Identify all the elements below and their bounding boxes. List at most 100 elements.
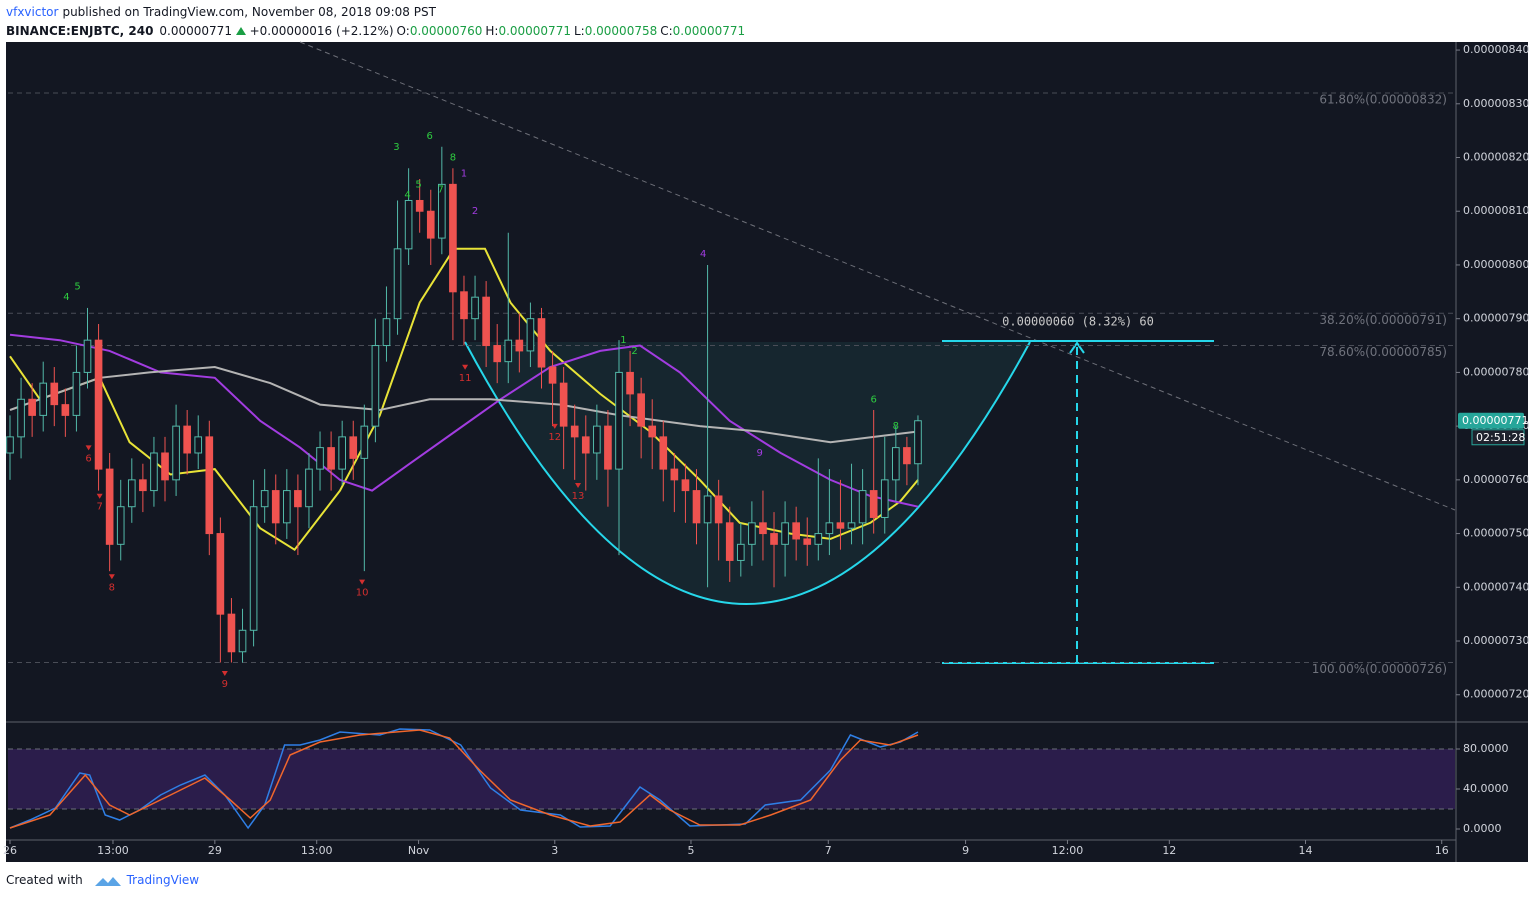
- candle-body: [371, 345, 380, 427]
- candle-body: [869, 490, 878, 518]
- header: vfxvictor published on TradingView.com, N…: [6, 3, 745, 41]
- footer: Created with TradingView: [6, 873, 199, 887]
- created-with: Created with: [6, 873, 83, 887]
- measure-arrowhead: [1069, 341, 1085, 354]
- candle-body: [183, 425, 191, 454]
- candle-body: [449, 183, 457, 293]
- x-tick-label: 29: [208, 844, 222, 857]
- candle-body: [404, 199, 413, 250]
- candle-body: [17, 398, 25, 438]
- candle-body: [194, 436, 203, 454]
- td-count: 11: [459, 373, 472, 384]
- y-tick-label: 0.00000830: [1463, 97, 1529, 110]
- fib-label: 100.00%(0.00000726): [1312, 662, 1447, 676]
- x-tick-label: 5: [687, 844, 694, 857]
- stoch-line: [9, 729, 919, 829]
- candle-body: [305, 468, 313, 508]
- candle-body: [792, 522, 800, 540]
- candle-body: [282, 490, 291, 524]
- candle-body: [659, 436, 668, 470]
- x-tick-label: 12: [1162, 844, 1176, 857]
- candle-body: [415, 199, 424, 212]
- candle-body: [803, 538, 812, 545]
- td-count: 8: [109, 582, 115, 593]
- up-arrow: [235, 27, 246, 35]
- td-count: 8: [450, 153, 456, 164]
- candle-body: [249, 506, 258, 631]
- moving-average: [9, 365, 919, 444]
- candle-body: [61, 404, 70, 416]
- x-tick-label: Nov: [408, 844, 430, 857]
- indicator-pane: [8, 748, 1455, 810]
- candle-body: [139, 479, 147, 492]
- candle-body: [825, 522, 834, 535]
- y-tick-label: 40.0000: [1463, 782, 1509, 795]
- candle-body: [271, 490, 280, 524]
- td-count: 2: [472, 206, 478, 217]
- candle-body: [914, 420, 922, 465]
- td-marker: [462, 364, 469, 370]
- logo: [94, 876, 121, 886]
- candle-body: [847, 522, 856, 529]
- author: vfxvictor: [6, 5, 59, 19]
- y-tick-label: 0.00000780: [1463, 365, 1529, 378]
- fib-label: 38.20%(0.00000791): [1319, 313, 1447, 327]
- candle-body: [493, 345, 502, 363]
- td-marker: [575, 482, 582, 488]
- y-tick-label: 0.00000810: [1463, 204, 1529, 217]
- candle-body: [426, 210, 435, 239]
- main-pane: 0.00000840 0.00000830 0.00000820 0.00000810…: [3, 43, 1529, 857]
- candle-body: [880, 479, 889, 518]
- candle-body: [615, 371, 623, 470]
- td-marker: [551, 423, 558, 429]
- candle-body: [714, 495, 723, 524]
- td-count: 7: [438, 185, 444, 196]
- candle-body: [626, 371, 634, 395]
- fib-label: 78.60%(0.00000785): [1319, 345, 1447, 359]
- y-tick-label: 0.00000790: [1463, 312, 1529, 325]
- candle-body: [338, 436, 347, 470]
- td-marker: [221, 671, 228, 677]
- td-marker: [85, 445, 92, 451]
- candle-body: [161, 452, 169, 481]
- x-tick-label: 26: [3, 844, 17, 857]
- td-count: 10: [356, 588, 369, 599]
- td-marker: [108, 574, 115, 580]
- candle-body: [172, 425, 180, 481]
- td-count: 4: [63, 292, 69, 303]
- candle-body: [681, 479, 690, 492]
- candle-body: [238, 629, 247, 653]
- fib-label: 61.80%(0.00000832): [1319, 93, 1447, 107]
- candle-body: [471, 296, 479, 320]
- candle-body: [438, 183, 446, 239]
- ohlc-value: 0.00000758: [584, 24, 658, 38]
- y-tick-label: 0.00000750: [1463, 527, 1529, 540]
- y-tick-label: 0.00000740: [1463, 580, 1529, 593]
- td-count: 2: [631, 346, 637, 357]
- published: published on TradingView.com, November 0…: [62, 5, 436, 19]
- td-count: 1: [620, 335, 626, 346]
- last-price-box: [1458, 412, 1524, 429]
- x-tick-label: 16: [1435, 844, 1449, 857]
- ohlc-key: L:: [573, 24, 585, 38]
- candle-body: [692, 490, 701, 524]
- candle-body: [593, 425, 601, 454]
- ohlc-key: C:: [660, 24, 673, 38]
- td-count: 4: [404, 190, 410, 201]
- ohlc-value: 0.00000771: [672, 24, 746, 38]
- candle-body: [604, 425, 612, 470]
- candle-body: [770, 533, 778, 545]
- td-count: 7: [96, 502, 102, 513]
- td-count: 3: [393, 142, 399, 153]
- symbol: BINANCE:ENJBTC, 240: [6, 24, 154, 38]
- candle-body: [382, 318, 391, 347]
- y-tick-label: 0.00000720: [1463, 688, 1529, 701]
- td-count: 4: [700, 249, 706, 260]
- candle-body: [72, 371, 81, 416]
- candle-body: [327, 447, 335, 470]
- candle-body: [227, 613, 236, 653]
- candle-body: [504, 339, 513, 363]
- change: +0.00000016 (+2.12%): [249, 24, 394, 38]
- candle-body: [559, 382, 568, 427]
- symbol-line: BINANCE:ENJBTC, 240 0.00000771 +0.0000001…: [6, 22, 745, 41]
